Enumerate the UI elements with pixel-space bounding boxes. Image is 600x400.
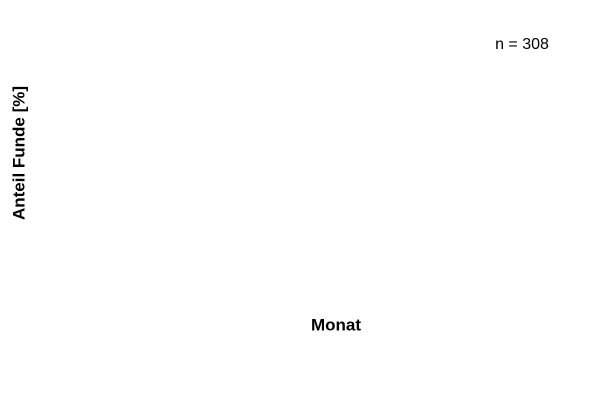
x-axis-label: Monat	[311, 315, 361, 334]
y-axis-label: Anteil Funde [%]	[9, 86, 28, 220]
annotation: n = 308	[495, 36, 549, 53]
